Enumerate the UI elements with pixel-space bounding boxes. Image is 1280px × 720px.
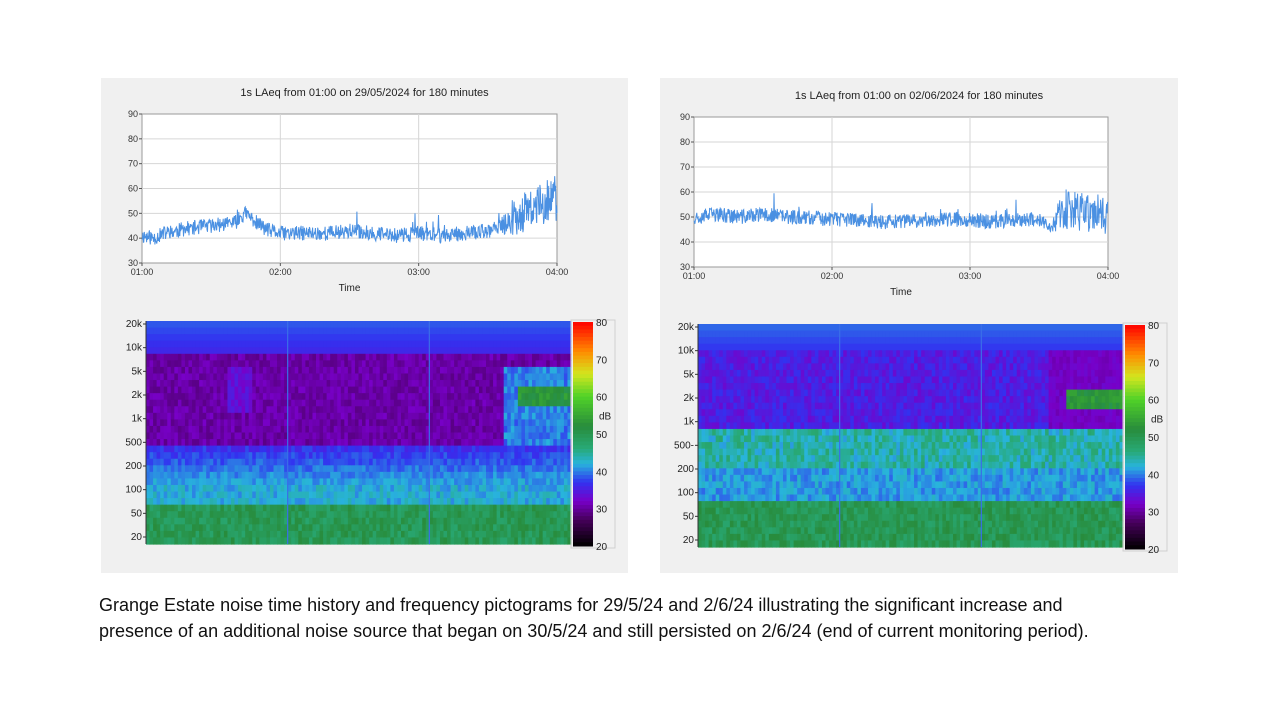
right-heatmap-colorbar-tick-label: 20 bbox=[1148, 545, 1160, 556]
left-line-chart-series-line-0 bbox=[141, 176, 558, 245]
right-heatmap-colorbar-unit-label: dB bbox=[1151, 414, 1164, 425]
right-heatmap-colorbar-tick-label: 70 bbox=[1148, 358, 1160, 369]
left-line-chart-x-tick-label: 01:00 bbox=[131, 267, 154, 277]
right-line-chart-title: 1s LAeq from 01:00 on 02/06/2024 for 180… bbox=[794, 90, 1044, 102]
right-line-chart-y-tick-label: 30 bbox=[680, 262, 690, 272]
right-line-chart-y-tick-label: 50 bbox=[680, 212, 690, 222]
figure-caption: Grange Estate noise time history and fre… bbox=[99, 595, 1089, 641]
left-line-chart-y-tick-label: 60 bbox=[128, 184, 138, 194]
left-heatmap-colorbar-tick-label: 30 bbox=[596, 505, 608, 516]
left-line-chart-x-axis-label: Time bbox=[339, 283, 361, 294]
left-heatmap-colorbar-tick-label: 80 bbox=[596, 318, 608, 329]
left-line-chart-title: 1s LAeq from 01:00 on 29/05/2024 for 180… bbox=[240, 87, 489, 99]
left-heatmap-frequency-tick-label: 50 bbox=[131, 508, 143, 519]
right-heatmap-frequency-tick-label: 2k bbox=[683, 393, 695, 404]
right-line-chart-y-tick-label: 70 bbox=[680, 162, 690, 172]
left-line-chart-y-tick-label: 40 bbox=[128, 233, 138, 243]
left-heatmap-frequency-tick-label: 5k bbox=[131, 366, 143, 377]
right-line-chart-y-tick-label: 90 bbox=[680, 112, 690, 122]
right-heatmap-frequency-tick-label: 10k bbox=[678, 346, 695, 357]
left-heatmap-colorbar-tick-label: 70 bbox=[596, 355, 608, 366]
left-line-chart-y-tick-label: 90 bbox=[128, 109, 138, 119]
left-chart-panel: 1s LAeq from 01:00 on 29/05/2024 for 180… bbox=[101, 78, 628, 573]
right-line-chart-y-tick-label: 40 bbox=[680, 237, 690, 247]
right-heatmap-colorbar-tick-label: 60 bbox=[1148, 396, 1160, 407]
right-heatmap-colorbar-tick-label: 40 bbox=[1148, 470, 1160, 481]
right-line-chart-x-tick-label: 04:00 bbox=[1097, 271, 1120, 281]
left-heatmap-frequency-tick-label: 100 bbox=[125, 485, 142, 496]
right-heatmap-frequency-tick-label: 200 bbox=[677, 464, 694, 475]
right-heatmap-frequency-tick-label: 100 bbox=[677, 488, 694, 499]
right-heatmap-colorbar-tick-label: 30 bbox=[1148, 508, 1160, 519]
left-heatmap-frequency-tick-label: 500 bbox=[125, 437, 142, 448]
right-heatmap-colorbar-tick-label: 50 bbox=[1148, 433, 1160, 444]
right-heatmap-colorbar-frame bbox=[1122, 322, 1168, 552]
left-heatmap-frequency-tick-label: 20k bbox=[126, 319, 143, 330]
right-chart-panel: 1s LAeq from 01:00 on 02/06/2024 for 180… bbox=[660, 78, 1178, 573]
left-line-chart-y-tick-label: 70 bbox=[128, 159, 138, 169]
right-heatmap-frequency-tick-label: 500- bbox=[674, 440, 694, 451]
right-line-chart-y-tick-label: 80 bbox=[680, 137, 690, 147]
right-line-chart-x-tick-label: 03:00 bbox=[959, 271, 982, 281]
left-line-chart-y-tick-label: 30 bbox=[128, 258, 138, 268]
left-line-chart-x-tick-label: 04:00 bbox=[546, 267, 569, 277]
left-heatmap-frequency-tick-label: 2k bbox=[131, 390, 143, 401]
right-chart-svg: 30 40 50 60 70 80 90 01:00 02:00 03:00 04:00 Time 20… bbox=[674, 112, 1168, 556]
right-line-chart-series-line-0 bbox=[693, 189, 1109, 234]
left-line-chart-x-tick-label: 03:00 bbox=[407, 267, 430, 277]
left-heatmap-colorbar bbox=[573, 322, 593, 547]
left-line-chart-y-tick-label: 80 bbox=[128, 134, 138, 144]
left-line-chart-x-tick-label: 02:00 bbox=[269, 267, 292, 277]
right-heatmap-frequency-tick-label: 20 bbox=[683, 535, 695, 546]
left-heatmap-frequency-tick-label: 1k bbox=[131, 414, 143, 425]
right-line-chart-y-tick-label: 60 bbox=[680, 187, 690, 197]
right-line-chart-x-tick-label: 01:00 bbox=[683, 271, 706, 281]
right-heatmap-frequency-tick-label: 50 bbox=[683, 511, 695, 522]
left-heatmap-colorbar-tick-label: 40 bbox=[596, 467, 608, 478]
right-heatmap-frequency-tick-label: 5k bbox=[683, 369, 695, 380]
left-heatmap-colorbar-unit-label: dB bbox=[599, 411, 612, 422]
right-heatmap-spectrogram bbox=[698, 324, 1124, 548]
right-heatmap-frequency-tick-label: 20k bbox=[678, 322, 695, 333]
right-heatmap-colorbar-tick-label: 80 bbox=[1148, 321, 1160, 332]
left-line-chart-y-tick-label: 50 bbox=[128, 208, 138, 218]
left-heatmap-colorbar-tick-label: 50 bbox=[596, 430, 608, 441]
right-line-chart-x-axis-label: Time bbox=[890, 287, 912, 298]
left-chart-svg: 30 40 50 60 70 80 90 01:00 02:00 03:00 04:00 Time 20… bbox=[125, 109, 616, 553]
left-heatmap-frequency-tick-label: 10k bbox=[126, 343, 143, 354]
left-heatmap-frequency-tick-label: 20 bbox=[131, 532, 143, 543]
right-heatmap-frequency-tick-label: 1k bbox=[683, 417, 695, 428]
left-heatmap-colorbar-tick-label: 20 bbox=[596, 542, 608, 553]
left-heatmap-colorbar-frame bbox=[570, 319, 616, 549]
left-heatmap-spectrogram bbox=[146, 321, 572, 545]
right-heatmap-colorbar bbox=[1125, 325, 1145, 550]
left-heatmap-frequency-tick-label: 200 bbox=[125, 461, 142, 472]
left-heatmap-colorbar-tick-label: 60 bbox=[596, 393, 608, 404]
right-line-chart-x-tick-label: 02:00 bbox=[821, 271, 844, 281]
